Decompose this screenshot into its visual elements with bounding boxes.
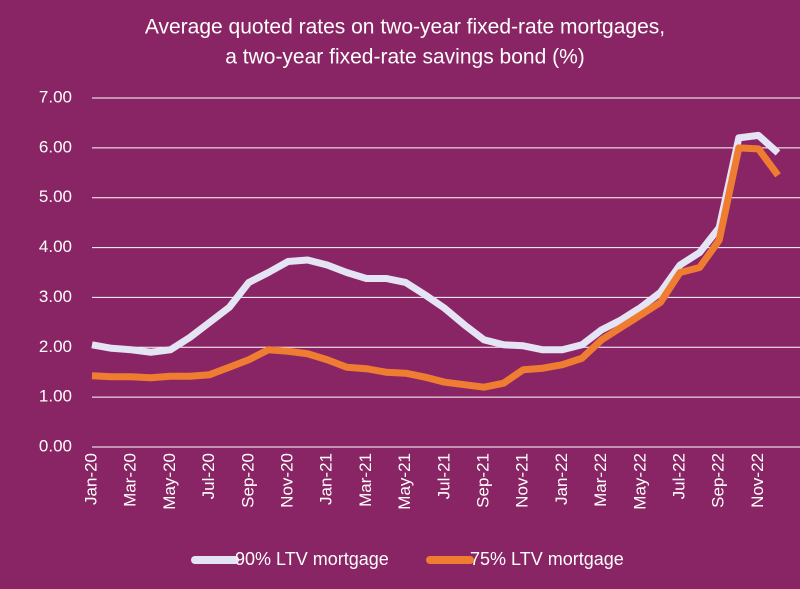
chart-title: Average quoted rates on two-year fixed-r…: [145, 16, 665, 39]
x-tick-label: Sep-22: [709, 453, 728, 508]
x-tick-label: Jul-22: [669, 453, 688, 499]
chart-title: a two-year fixed-rate savings bond (%): [225, 46, 585, 69]
x-tick-label: Jan-22: [552, 453, 571, 505]
x-tick-label: May-21: [395, 453, 414, 510]
line-series: [91, 131, 781, 356]
x-tick-label: Jul-21: [434, 453, 453, 499]
y-tick-label: 0.00: [39, 436, 72, 455]
x-tick-label: Nov-20: [277, 453, 296, 508]
y-tick-label: 5.00: [39, 187, 72, 206]
x-tick-label: Jul-20: [199, 453, 218, 499]
x-tick-label: May-20: [160, 453, 179, 510]
x-tick-label: Mar-22: [591, 453, 610, 507]
legend-label: 90% LTV mortgage: [235, 549, 389, 569]
x-tick-label: Mar-21: [356, 453, 375, 507]
y-tick-label: 1.00: [39, 387, 72, 406]
x-tick-label: Jan-21: [317, 453, 336, 505]
y-tick-label: 2.00: [39, 337, 72, 356]
y-tick-label: 7.00: [39, 87, 72, 106]
x-tick-label: Sep-20: [238, 453, 257, 508]
x-tick-label: May-22: [630, 453, 649, 510]
y-tick-label: 6.00: [39, 137, 72, 156]
x-tick-label: Nov-22: [748, 453, 767, 508]
y-tick-label: 4.00: [39, 237, 72, 256]
x-tick-label: Nov-21: [513, 453, 532, 508]
x-tick-label: Sep-21: [473, 453, 492, 508]
line-series: [91, 144, 781, 391]
legend-label: 75% LTV mortgage: [470, 549, 624, 569]
y-tick-label: 3.00: [39, 287, 72, 306]
x-tick-label: Jan-20: [81, 453, 100, 505]
x-tick-label: Mar-20: [121, 453, 140, 507]
